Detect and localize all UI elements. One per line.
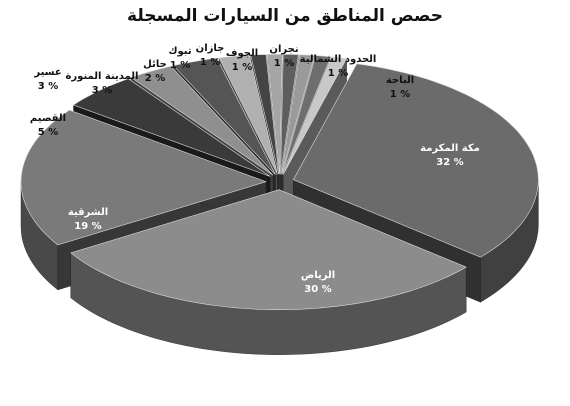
value-label: 2 % [145, 73, 165, 84]
value-label: 1 % [274, 58, 294, 69]
data-label: تبوك [168, 46, 192, 57]
value-label: 32 % [436, 157, 463, 168]
slice [72, 78, 271, 177]
data-label: نجران [269, 44, 298, 55]
data-label: عسير [33, 67, 61, 78]
data-label: المدينة المنورة [66, 71, 139, 82]
value-label: 1 % [200, 57, 220, 68]
value-label: 5 % [38, 127, 58, 138]
value-label: 19 % [74, 221, 101, 232]
slice [172, 57, 276, 175]
slice [292, 63, 539, 258]
slice [130, 65, 274, 176]
value-label: 1 % [328, 68, 348, 79]
slice [70, 189, 467, 311]
data-label: الجوف [226, 48, 258, 59]
slice [280, 53, 299, 175]
value-label: 3 % [38, 81, 58, 92]
value-label: 1 % [390, 89, 410, 100]
data-label: حائل [143, 59, 167, 70]
value-label: 1 % [232, 62, 252, 73]
data-label: الباحة [386, 75, 414, 86]
slice [282, 55, 332, 175]
data-label: الرياض [301, 270, 335, 281]
slice [250, 54, 280, 175]
data-label: مكة المكرمة [420, 143, 480, 154]
slice [281, 54, 316, 175]
slice [20, 109, 267, 246]
data-label: الحدود الشمالية [300, 54, 377, 65]
data-label: القصيم [30, 113, 66, 124]
slice [218, 54, 278, 175]
value-label: 3 % [92, 85, 112, 96]
data-label: الشرقية [68, 207, 108, 218]
slice [282, 56, 348, 175]
value-label: 1 % [170, 60, 190, 71]
value-label: 30 % [304, 284, 331, 295]
chart-title: حصص المناطق من السيارات المسجلة [127, 6, 443, 26]
data-label: جازان [196, 43, 225, 54]
slice [266, 54, 283, 175]
